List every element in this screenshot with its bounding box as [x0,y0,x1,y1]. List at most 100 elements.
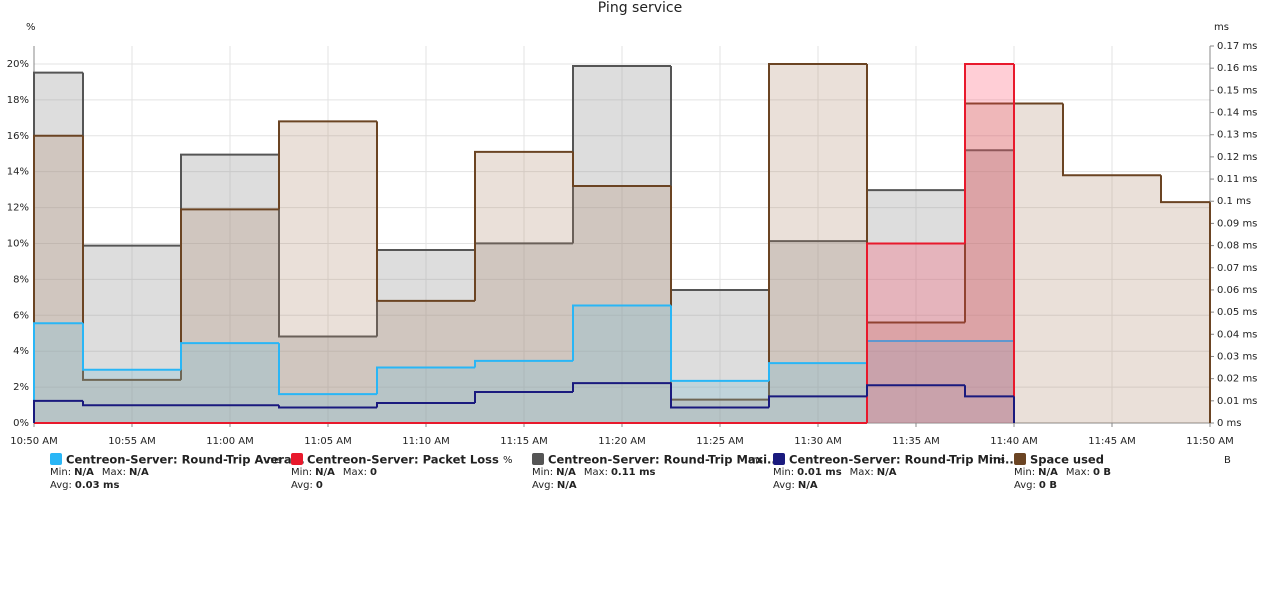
x-tick-label: 11:20 AM [598,436,645,447]
stat-value: N/A [1038,467,1058,478]
y2-tick-label: 0.14 ms [1217,108,1257,119]
stat-value: 0 [370,467,377,478]
step-area [671,289,769,423]
step-area [181,154,279,423]
y2-tick-label: 0.02 ms [1217,374,1257,385]
stat-value: N/A [74,467,94,478]
stat-value: N/A [877,467,897,478]
y-tick-label: 20% [7,59,29,70]
stat-value: 0 [316,480,323,491]
step-area [1161,202,1210,423]
y2-tick-label: 0.16 ms [1217,63,1257,74]
step-line [474,390,573,404]
step-area [1063,175,1161,423]
y2-tick-label: 0.1 ms [1217,196,1251,207]
step-area [965,103,1014,423]
step-line [82,323,181,371]
y-tick-label: 4% [13,346,29,357]
stat-label: Avg: [773,480,795,491]
x-tick-label: 11:35 AM [892,436,939,447]
x-tick-label: 11:25 AM [696,436,743,447]
step-line [474,359,573,368]
step-area [181,343,279,423]
x-tick-label: 11:15 AM [500,436,547,447]
legend-name: Space used [1030,453,1104,467]
y2-tick-label: 0.17 ms [1217,41,1257,52]
legend-name: Centreon-Server: Round-Trip Avera... [66,453,305,467]
y2-tick-label: 0.04 ms [1217,329,1257,340]
legend-unit: ms [267,455,282,466]
legend-swatch [773,453,785,465]
step-area [279,394,377,423]
step-area [377,367,475,423]
stat-label: Avg: [50,480,72,491]
y-tick-label: 10% [7,238,29,249]
step-line [768,395,867,408]
step-line [278,405,377,409]
step-line [768,62,867,400]
legend-stats: Min: N/A Max: 0 B [1014,467,1111,478]
legend-unit: ms [990,455,1005,466]
step-area [83,369,181,423]
stat-value: N/A [129,467,149,478]
legend-unit: ms [748,455,763,466]
step-line [474,150,573,301]
step-area [867,190,965,423]
x-tick-label: 10:55 AM [108,436,155,447]
stat-value: N/A [798,480,818,491]
stat-value: N/A [557,480,577,491]
legend-name: Centreon-Server: Packet Loss [307,453,499,467]
step-line [670,305,769,382]
stat-label: Max: [343,467,367,478]
step-line [180,208,279,380]
step-area [867,340,965,423]
step-area [279,121,377,424]
step-line [964,385,1014,398]
stat-label: Max: [102,467,126,478]
step-area [34,72,83,424]
legend-stats: Avg: 0 [291,480,323,491]
y2-tick-label: 0 ms [1217,418,1242,429]
step-line [33,399,83,423]
legend-swatch [1014,453,1026,465]
step-line [278,120,377,210]
step-area [671,380,769,423]
step-area [671,399,769,423]
y2-tick-label: 0.03 ms [1217,351,1257,362]
step-area [965,340,1014,423]
stat-label: Avg: [291,480,313,491]
y2-tick-label: 0.09 ms [1217,218,1257,229]
y-tick-label: 8% [13,274,29,285]
step-line [180,342,279,370]
y-tick-label: 16% [7,131,29,142]
y-tick-label: 14% [7,167,29,178]
y-axis-label: % [26,22,36,33]
step-line [572,304,671,361]
x-tick-label: 10:50 AM [10,436,57,447]
y2-axis-label: ms [1214,22,1229,33]
y2-tick-label: 0.13 ms [1217,130,1257,141]
step-area [867,322,965,423]
x-tick-label: 11:50 AM [1186,436,1233,447]
step-area [279,336,377,423]
step-line [768,362,867,381]
y2-tick-label: 0.08 ms [1217,241,1257,252]
step-area [573,305,671,423]
step-area [83,379,181,423]
y-tick-label: 18% [7,95,29,106]
step-area [965,63,1014,423]
y2-tick-label: 0.07 ms [1217,263,1257,274]
x-tick-label: 11:30 AM [794,436,841,447]
step-line [376,366,475,395]
step-area [573,65,671,423]
x-tick-label: 11:00 AM [206,436,253,447]
step-line [33,322,83,423]
stat-value: 0 B [1039,480,1057,491]
y2-tick-label: 0.01 ms [1217,396,1257,407]
y-tick-label: 2% [13,382,29,393]
step-area [34,135,83,423]
x-tick-label: 11:10 AM [402,436,449,447]
legend-stats: Min: N/A Max: N/A [50,467,149,478]
legend-name: Centreon-Server: Round-Trip Mini... [789,453,1018,467]
